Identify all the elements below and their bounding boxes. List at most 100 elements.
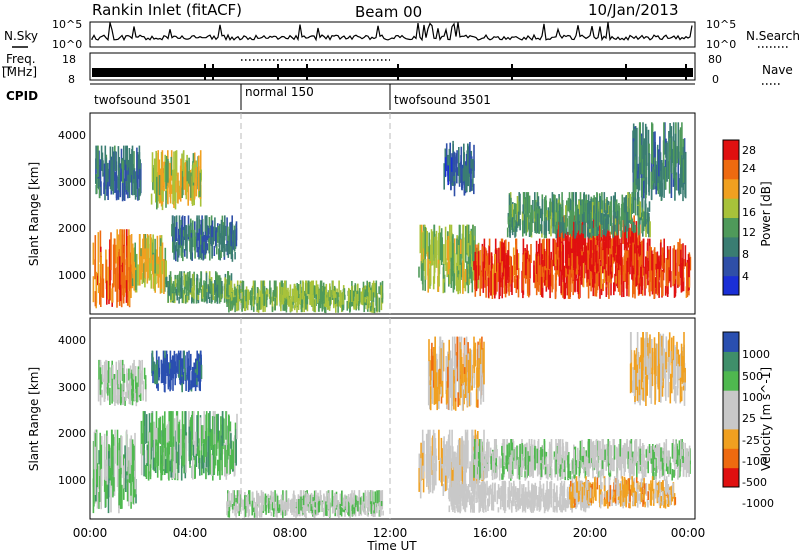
heatmap-cell: [233, 229, 236, 252]
nsky-label: N.Sky: [4, 29, 38, 43]
heatmap-cell: [182, 230, 185, 238]
heatmap-cell: [453, 258, 456, 271]
heatmap-cell: [143, 234, 145, 260]
heatmap-cell: [650, 270, 652, 282]
heatmap-cell: [101, 374, 103, 385]
heatmap-cell: [238, 496, 241, 512]
heatmap-cell: [606, 200, 609, 214]
heatmap-cell: [166, 424, 169, 443]
heatmap-cell: [643, 164, 645, 199]
heatmap-cell: [130, 234, 133, 265]
heatmap-cell: [485, 451, 487, 472]
heatmap-cell: [486, 456, 488, 464]
heatmap-cell: [99, 230, 102, 263]
heatmap-cell: [114, 268, 117, 292]
heatmap-cell: [206, 428, 208, 468]
heatmap-cell: [620, 255, 622, 266]
heatmap-cell: [433, 248, 436, 284]
heatmap-cell: [637, 206, 639, 215]
heatmap-cell: [208, 297, 211, 303]
heatmap-cell: [619, 439, 621, 457]
heatmap-cell: [632, 463, 634, 472]
heatmap-cell: [460, 155, 462, 183]
heatmap-cell: [450, 462, 453, 498]
heatmap-cell: [120, 158, 123, 169]
heatmap-cell: [644, 460, 646, 475]
heatmap-cell: [121, 484, 123, 509]
heatmap-cell: [558, 204, 561, 222]
heatmap-cell: [573, 222, 575, 257]
heatmap-cell: [495, 462, 497, 473]
heatmap-cell: [348, 289, 351, 297]
heatmap-cell: [119, 163, 121, 186]
heatmap-cell: [469, 348, 471, 381]
heatmap-cell: [167, 421, 170, 442]
heatmap-cell: [124, 397, 126, 406]
heatmap-cell: [171, 293, 174, 301]
heatmap-cell: [106, 178, 108, 196]
heatmap-cell: [581, 455, 583, 468]
heatmap-cell: [637, 227, 640, 246]
heatmap-cell: [653, 454, 655, 471]
heatmap-cell: [574, 192, 577, 213]
heatmap-cell: [191, 287, 193, 298]
freq-tick-high: 18: [62, 53, 76, 66]
heatmap-cell: [167, 369, 170, 390]
heatmap-cell: [207, 284, 210, 299]
heatmap-cell: [133, 388, 136, 401]
heatmap-cell: [449, 249, 451, 262]
heatmap-cell: [293, 495, 295, 503]
heatmap-cell: [175, 430, 177, 464]
heatmap-cell: [251, 504, 253, 516]
heatmap-cell: [205, 281, 207, 296]
heatmap-cell: [641, 453, 644, 463]
heatmap-cell: [188, 365, 191, 391]
heatmap-cell: [360, 499, 363, 508]
heatmap-cell: [137, 366, 140, 387]
heatmap-cell: [311, 280, 313, 299]
heatmap-cell: [187, 271, 189, 291]
heatmap-cell: [674, 286, 676, 297]
heatmap-cell: [303, 295, 305, 313]
heatmap-cell: [252, 507, 255, 512]
heatmap-cell: [133, 445, 135, 471]
heatmap-cell: [125, 186, 128, 195]
heatmap-cell: [419, 224, 422, 254]
cpid-label: CPID: [6, 89, 38, 103]
heatmap-cell: [624, 210, 626, 227]
heatmap-cell: [260, 303, 263, 310]
heatmap-cell: [177, 238, 180, 252]
heatmap-cell: [467, 242, 470, 257]
heatmap-cell: [221, 411, 224, 446]
heatmap-cell: [244, 506, 247, 517]
heatmap-cell: [294, 496, 296, 511]
heatmap-cell: [461, 168, 464, 186]
heatmap-cell: [253, 295, 256, 305]
heatmap-cell: [253, 510, 256, 518]
heatmap-cell: [170, 286, 172, 300]
heatmap-cell: [540, 212, 543, 234]
heatmap-cell: [649, 245, 651, 278]
heatmap-cell: [175, 170, 177, 193]
heatmap-cell: [439, 457, 442, 479]
heatmap-cell: [648, 260, 650, 271]
heatmap-cell: [649, 221, 651, 238]
heatmap-cell: [215, 283, 218, 298]
heatmap-cell: [467, 224, 470, 255]
heatmap-cell: [296, 303, 298, 313]
heatmap-cell: [425, 227, 427, 255]
heatmap-cell: [252, 299, 255, 307]
heatmap-cell: [536, 448, 539, 464]
heatmap-cell: [105, 373, 108, 381]
heatmap-cell: [624, 253, 626, 269]
heatmap-cell: [173, 446, 176, 479]
heatmap-cell: [179, 350, 182, 375]
heatmap-cell: [228, 233, 231, 248]
heatmap-cell: [194, 242, 196, 259]
heatmap-cell: [248, 490, 251, 505]
heatmap-cell: [667, 459, 670, 477]
heatmap-cell: [625, 195, 628, 215]
heatmap-cell: [242, 499, 244, 511]
heatmap-cell: [443, 244, 445, 283]
power-colorbar-ticks: 28 24 20 16 12 8 4: [742, 144, 756, 283]
